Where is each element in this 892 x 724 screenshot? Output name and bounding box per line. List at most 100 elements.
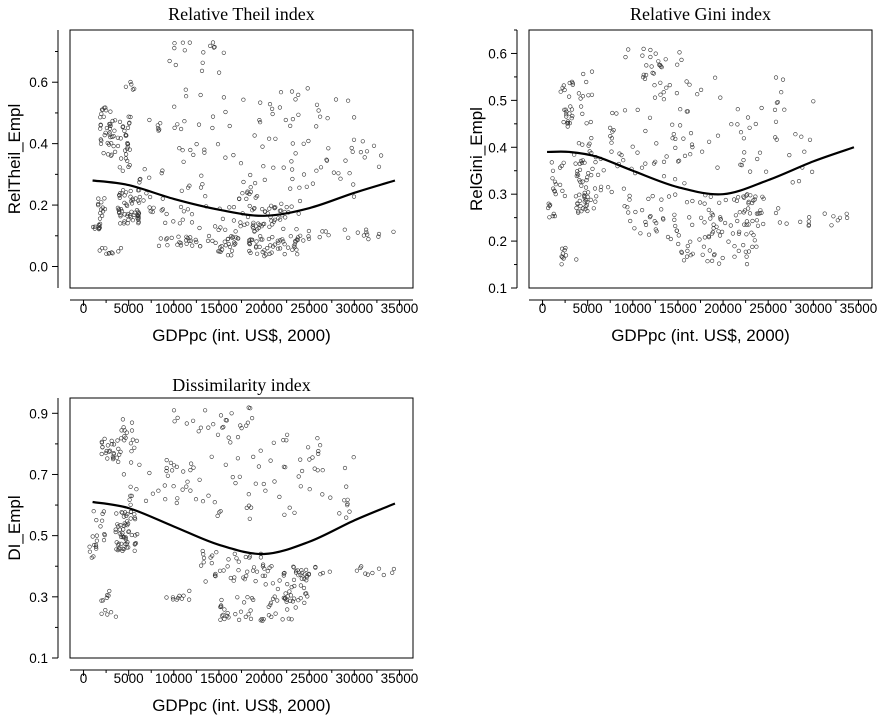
x-tick-label: 5000 bbox=[114, 301, 144, 316]
scatter-point bbox=[697, 237, 702, 242]
scatter-point bbox=[222, 616, 227, 622]
scatter-point bbox=[685, 243, 690, 249]
scatter-point bbox=[577, 192, 582, 197]
scatter-point bbox=[143, 498, 149, 504]
scatter-point bbox=[165, 473, 170, 478]
scatter-point bbox=[782, 107, 787, 112]
scatter-point bbox=[137, 200, 142, 205]
y-tick-label: 0.7 bbox=[29, 467, 48, 482]
scatter-point bbox=[580, 94, 586, 99]
scatter-point bbox=[342, 498, 347, 503]
scatter-point bbox=[256, 464, 262, 469]
scatter-point bbox=[164, 458, 169, 463]
scatter-point bbox=[323, 229, 328, 234]
scatter-point bbox=[285, 607, 290, 612]
x-tick-label: 10000 bbox=[155, 301, 193, 316]
scatter-point bbox=[745, 115, 751, 120]
scatter-point bbox=[609, 136, 615, 141]
scatter-point bbox=[687, 215, 692, 220]
scatter-point bbox=[288, 123, 293, 128]
scatter-point bbox=[201, 50, 206, 55]
scatter-point bbox=[547, 203, 552, 208]
scatter-point bbox=[742, 222, 747, 227]
scatter-point bbox=[345, 503, 350, 508]
x-tick-label: 20000 bbox=[245, 301, 283, 316]
x-tick-label: 20000 bbox=[704, 301, 742, 316]
scatter-point bbox=[577, 178, 582, 183]
scatter-point bbox=[117, 193, 122, 198]
scatter-point bbox=[700, 252, 705, 257]
scatter-point bbox=[742, 150, 747, 155]
scatter-point bbox=[306, 236, 312, 241]
scatter-point bbox=[735, 218, 740, 224]
scatter-point bbox=[282, 512, 287, 517]
scatter-point bbox=[351, 182, 356, 187]
scatter-point bbox=[263, 582, 268, 587]
scatter-point bbox=[358, 565, 363, 570]
scatter-point bbox=[98, 122, 103, 127]
scatter-point bbox=[108, 610, 114, 615]
scatter-point bbox=[281, 239, 286, 244]
scatter-point bbox=[565, 119, 571, 124]
scatter-point bbox=[545, 205, 551, 211]
scatter-point bbox=[304, 184, 309, 189]
scatter-point bbox=[661, 159, 667, 164]
scatter-point bbox=[223, 418, 228, 423]
scatter-point bbox=[293, 151, 298, 156]
scatter-point bbox=[200, 548, 205, 554]
scatter-point bbox=[209, 560, 214, 566]
scatter-point bbox=[175, 242, 180, 247]
scatter-point bbox=[214, 550, 219, 555]
scatter-point bbox=[128, 114, 133, 120]
scatter-point bbox=[338, 176, 343, 181]
scatter-point bbox=[639, 208, 645, 213]
scatter-point bbox=[564, 112, 569, 117]
scatter-point bbox=[147, 175, 152, 180]
scatter-point bbox=[262, 209, 268, 214]
scatter-point bbox=[122, 212, 127, 217]
scatter-point bbox=[281, 464, 287, 469]
scatter-point bbox=[547, 202, 553, 208]
scatter-point bbox=[282, 570, 287, 576]
scatter-point bbox=[561, 119, 566, 125]
scatter-point bbox=[226, 435, 231, 440]
scatter-point bbox=[735, 107, 740, 112]
scatter-point bbox=[108, 109, 113, 114]
scatter-point bbox=[230, 235, 235, 240]
scatter-point bbox=[116, 210, 122, 215]
scatter-point bbox=[167, 58, 172, 64]
x-tick-label: 35000 bbox=[381, 671, 419, 686]
scatter-point bbox=[569, 116, 574, 121]
scatter-point bbox=[568, 104, 573, 109]
scatter-point bbox=[164, 237, 169, 242]
scatter-point bbox=[128, 79, 133, 85]
scatter-point bbox=[575, 171, 580, 176]
scatter-point bbox=[366, 237, 371, 242]
scatter-point bbox=[688, 239, 693, 244]
scatter-point bbox=[651, 71, 656, 76]
scatter-point bbox=[573, 194, 579, 199]
scatter-point bbox=[729, 122, 734, 127]
scatter-point bbox=[579, 209, 584, 214]
scatter-point bbox=[672, 212, 677, 217]
scatter-point bbox=[670, 122, 675, 127]
scatter-point bbox=[219, 613, 225, 618]
scatter-point bbox=[316, 449, 321, 454]
scatter-point bbox=[702, 201, 707, 206]
scatter-point bbox=[258, 555, 264, 560]
scatter-point bbox=[210, 40, 216, 45]
scatter-point bbox=[220, 425, 225, 430]
scatter-point bbox=[313, 564, 318, 570]
scatter-point bbox=[737, 229, 742, 234]
scatter-point bbox=[118, 136, 123, 141]
scatter-point bbox=[695, 92, 700, 97]
scatter-point bbox=[121, 546, 126, 552]
scatter-point bbox=[185, 207, 190, 212]
scatter-point bbox=[120, 417, 125, 422]
scatter-point bbox=[194, 239, 199, 245]
y-tick-label: 0.2 bbox=[488, 234, 507, 249]
scatter-point bbox=[128, 441, 133, 446]
scatter-point bbox=[741, 243, 746, 248]
scatter-point bbox=[688, 131, 694, 136]
scatter-point bbox=[327, 569, 332, 574]
